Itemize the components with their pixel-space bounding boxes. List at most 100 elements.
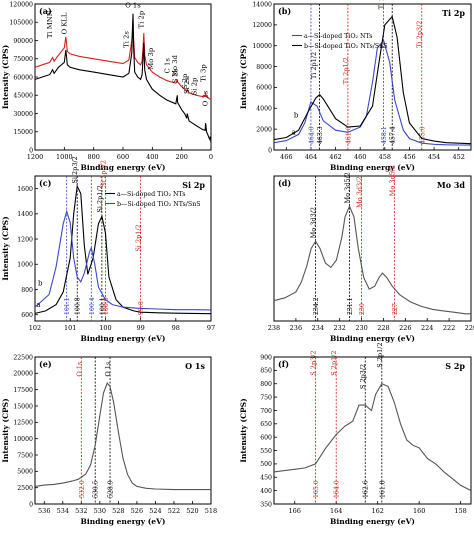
panel-label: (a): [39, 6, 52, 16]
legend-entry: a—Si-doped TiO₂ NTs: [304, 33, 373, 40]
y-tick-label: 12500: [13, 420, 33, 427]
y-tick-label: 10000: [13, 436, 33, 443]
x-axis-label: Binding energy (eV): [330, 334, 415, 343]
panel-label: (e): [39, 359, 52, 369]
x-tick-label: 522: [168, 507, 180, 515]
x-axis-label: Binding energy (eV): [330, 517, 415, 526]
y-tick-label: 600: [21, 312, 33, 319]
x-tick-label: 226: [399, 324, 411, 332]
x-tick-label: 0: [209, 153, 213, 161]
x-axis-label: Binding energy (eV): [330, 163, 415, 172]
x-tick-label: 1000: [56, 153, 73, 161]
x-axis-label: Binding energy (eV): [81, 334, 166, 343]
y-tick-label: 800: [260, 381, 272, 388]
plot-frame: [273, 175, 472, 322]
x-tick-label: 99: [136, 324, 144, 332]
peak-annotation: O 1s: [104, 362, 112, 377]
peak-value-label: 100.1: [99, 297, 106, 315]
peak-annotation: Mo 3d3/2: [356, 176, 364, 207]
y-tick-label: 2500: [17, 485, 33, 492]
y-tick-label: 1400: [17, 211, 33, 218]
legend-entry: a—Si-doped TiO₂ NTs: [117, 191, 186, 198]
peak-annotation: C 1s: [163, 58, 171, 74]
peak-annotation: O 1s: [125, 2, 141, 10]
y-tick-label: 22500: [13, 354, 33, 361]
peak-annotation: O 1s: [75, 362, 83, 377]
y-tick-label: 5000: [17, 469, 33, 476]
y-tick-label: 105000: [9, 20, 33, 27]
series-line-1: [274, 39, 471, 146]
y-tick-label: 350: [260, 501, 272, 508]
y-tick-label: 600: [260, 434, 272, 441]
peak-value-label: 100.8: [75, 297, 82, 315]
peak-value-label: 162.6: [363, 480, 370, 498]
peak-value-label: 532.0: [79, 480, 86, 498]
panel-label: (b): [278, 6, 291, 16]
legend-entry: b—Si-doped TiO₂ NTs/SnS: [117, 201, 201, 208]
panel-title: Mo 3d: [437, 180, 466, 190]
peak-annotation: Ti MNN: [46, 10, 54, 38]
panel-title: Ti 2p: [442, 8, 465, 18]
x-tick-label: 528: [112, 507, 124, 515]
x-tick-label: 536: [38, 507, 50, 515]
x-tick-label: 526: [131, 507, 143, 515]
y-tick-label: 12000: [252, 22, 272, 29]
peak-value-label: 164.0: [334, 480, 341, 498]
y-tick-label: 0: [268, 147, 272, 154]
plot-frame: [273, 3, 472, 151]
x-tick-label: 100: [99, 324, 111, 332]
panel-title: Si 2p: [182, 180, 205, 190]
y-tick-label: 2000: [256, 126, 272, 133]
x-tick-label: 524: [149, 507, 161, 515]
series-line-1: [274, 205, 471, 315]
y-tick-label: 750: [260, 394, 272, 401]
peak-annotation: Si 2p3/2: [99, 160, 107, 187]
peak-value-label: 458.1: [381, 126, 388, 144]
peak-annotation: Ti 3p: [200, 64, 208, 82]
series-line-2: [274, 15, 471, 145]
y-tick-label: 1200: [17, 236, 33, 243]
chart-panel-a: (a) 1200 1000 800 600 400 200 0 0 15000 30000 45000…: [1, 1, 213, 172]
x-tick-label: 534: [57, 507, 69, 515]
peak-annotation: Mo 3d3/2: [310, 207, 318, 238]
peak-annotation: S 2s: [172, 68, 180, 83]
peak-value-label: 227: [392, 303, 399, 315]
peak-value-label: 230: [359, 303, 366, 315]
peak-value-label: 464.0: [308, 126, 315, 144]
x-tick-label: 452: [452, 153, 464, 161]
x-tick-label: 222: [443, 324, 455, 332]
peak-value-label: 231.1: [347, 297, 354, 315]
peak-value-label: 165.0: [313, 480, 320, 498]
x-tick-label: 232: [333, 324, 345, 332]
y-tick-label: 700: [260, 408, 272, 415]
panel-label: (f): [278, 359, 289, 369]
peak-value-label: 461.0: [345, 126, 352, 144]
y-tick-label: 900: [260, 354, 272, 361]
y-tick-label: 75000: [13, 56, 33, 63]
x-tick-label: 98: [172, 324, 180, 332]
chart-panel-e: (e) O 1s 536 534 532 530 528 526 524 522 520 518 0 25…: [1, 354, 217, 526]
panel-title: O 1s: [185, 361, 205, 371]
y-tick-label: 500: [260, 461, 272, 468]
x-tick-label: 228: [377, 324, 389, 332]
y-axis-label: Intensity (CPS): [1, 45, 10, 109]
peak-annotation: O 2s: [201, 90, 209, 106]
y-tick-label: 30000: [13, 111, 33, 118]
x-tick-label: 234: [312, 324, 324, 332]
y-tick-label: 15000: [13, 403, 33, 410]
y-tick-label: 7500: [17, 452, 33, 459]
peak-value-label: 100.4: [89, 297, 96, 315]
peak-annotation: Ti 2p3/2: [378, 0, 386, 9]
x-tick-label: 460: [354, 153, 366, 161]
y-tick-label: 120000: [9, 1, 33, 8]
y-tick-label: 10000: [252, 43, 272, 50]
peak-value-label: 100.0: [103, 297, 110, 315]
peak-value-label: 161.8: [379, 480, 386, 498]
y-axis-label: Intensity (CPS): [1, 216, 10, 280]
chart-panel-c: (c) Si 2p 102 101 100 99 98 97 600 800 1000 1200 140…: [1, 156, 215, 343]
series-line-2: [35, 209, 211, 311]
peak-annotation: Si 2s: [183, 77, 191, 94]
x-tick-label: 532: [75, 507, 87, 515]
peak-annotation: Si 2p: [190, 77, 198, 95]
